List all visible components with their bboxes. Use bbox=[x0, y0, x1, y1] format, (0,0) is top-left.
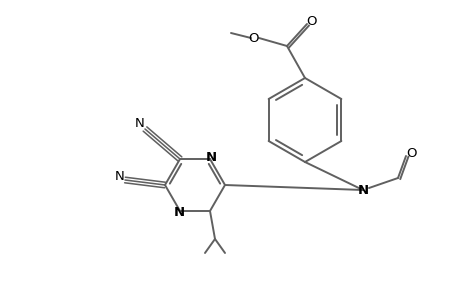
Text: N: N bbox=[357, 184, 368, 196]
Text: O: O bbox=[248, 32, 259, 44]
Text: O: O bbox=[406, 146, 416, 160]
Text: N: N bbox=[115, 169, 124, 182]
Text: O: O bbox=[306, 14, 317, 28]
Text: N: N bbox=[135, 116, 145, 130]
Text: N: N bbox=[205, 151, 216, 164]
Text: N: N bbox=[173, 206, 184, 220]
